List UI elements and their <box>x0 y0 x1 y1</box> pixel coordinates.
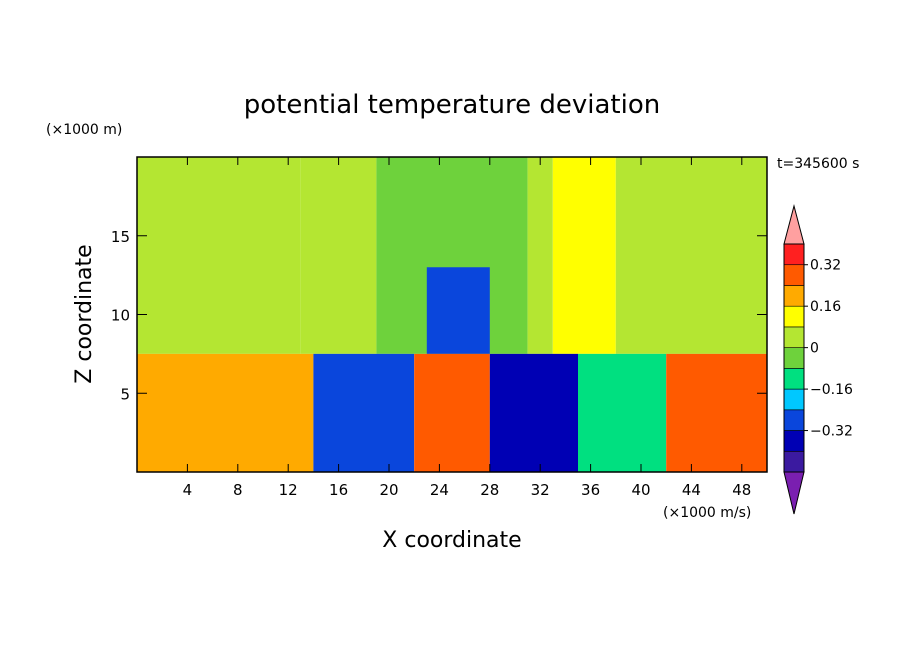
colorbar-bin-6 <box>783 347 805 369</box>
colorbar-tick-label-4: −0.32 <box>810 424 853 440</box>
field-region-9 <box>137 353 314 472</box>
colorbar-bin-4 <box>783 388 805 411</box>
x-tick-label-10: 44 <box>682 481 701 499</box>
field-region-6 <box>552 157 616 354</box>
field-region-10 <box>313 353 415 472</box>
field-region-2 <box>300 157 377 354</box>
colorbar: 0.32 0.16 0 −0.16 −0.32 <box>783 204 853 515</box>
x-tick-label-2: 12 <box>279 481 298 499</box>
field-region-5 <box>527 157 553 354</box>
field-region-4 <box>426 267 490 354</box>
x-tick-label-0: 4 <box>183 481 193 499</box>
colorbar-frame <box>783 243 805 473</box>
y-ticks: 5 10 15 <box>111 228 767 403</box>
colorbar-tick-label-1: 0.16 <box>810 299 841 315</box>
colorbar-bin-9 <box>783 285 805 307</box>
y-tick-label-2: 15 <box>111 228 130 246</box>
colorbar-bin-5 <box>783 368 805 390</box>
field-region-0 <box>137 157 200 354</box>
x-ticks: 4 8 12 16 20 24 28 32 36 40 44 48 <box>183 157 751 499</box>
colorbar-tick-label-0: 0.32 <box>810 258 841 274</box>
colorbar-bin-0 <box>783 471 805 515</box>
field-region-14 <box>666 353 767 472</box>
colorbar-tick-label-3: −0.16 <box>810 382 853 398</box>
colorbar-bin-10 <box>783 264 805 286</box>
colorbar-bin-2 <box>783 430 805 452</box>
colorbar-bin-11 <box>783 243 805 266</box>
x-axis-label: X coordinate <box>382 528 521 553</box>
y-axis-label: Z coordinate <box>72 244 97 383</box>
time-label: t=345600 s <box>777 156 859 172</box>
x-tick-label-8: 36 <box>581 481 600 499</box>
colorbar-tick-label-2: 0 <box>810 341 819 357</box>
x-tick-label-4: 20 <box>379 481 398 499</box>
colorbar-bin-7 <box>783 326 805 348</box>
field-layer <box>137 157 767 472</box>
y-tick-label-1: 10 <box>111 307 130 325</box>
colorbar-bin-8 <box>783 305 805 328</box>
y-unit-label: (×1000 m) <box>46 122 122 138</box>
chart-title: potential temperature deviation <box>244 90 660 120</box>
field-region-8 <box>641 157 767 354</box>
colorbar-bin-12 <box>783 204 805 245</box>
x-tick-label-7: 32 <box>531 481 550 499</box>
x-tick-label-5: 24 <box>430 481 449 499</box>
colorbar-bin-1 <box>783 450 805 473</box>
x-tick-label-9: 40 <box>631 481 650 499</box>
field-region-13 <box>578 353 667 472</box>
field-region-12 <box>489 353 578 472</box>
x-tick-label-6: 28 <box>480 481 499 499</box>
colorbar-bin-3 <box>783 409 805 431</box>
y-tick-label-0: 5 <box>120 385 130 403</box>
x-tick-label-11: 48 <box>732 481 751 499</box>
field-region-1 <box>200 157 301 354</box>
x-tick-label-3: 16 <box>329 481 348 499</box>
field-region-11 <box>414 353 490 472</box>
field-region-7 <box>615 157 641 354</box>
x-unit-label: (×1000 m/s) <box>663 505 751 521</box>
x-tick-label-1: 8 <box>233 481 243 499</box>
